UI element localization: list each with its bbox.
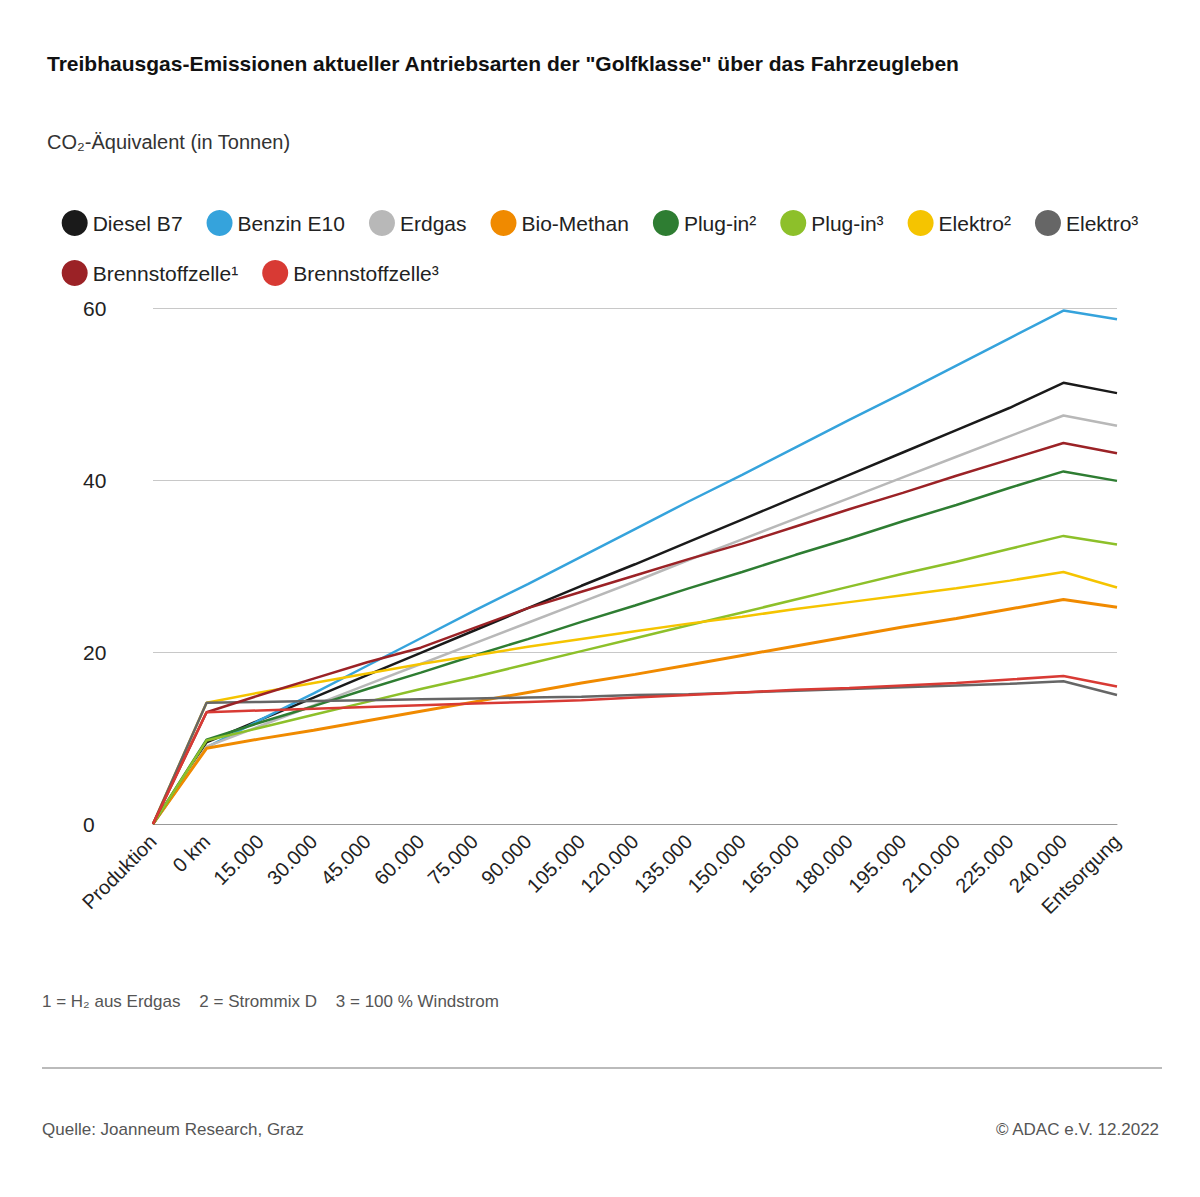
svg-text:90.000: 90.000: [476, 830, 536, 889]
svg-text:Entsorgung: Entsorgung: [1037, 830, 1125, 918]
svg-text:Benzin E10: Benzin E10: [238, 212, 345, 235]
svg-text:150.000: 150.000: [683, 830, 750, 897]
svg-text:Brennstoffzelle³: Brennstoffzelle³: [293, 262, 439, 285]
svg-text:Plug-in²: Plug-in²: [684, 212, 756, 235]
svg-text:Brennstoffzelle¹: Brennstoffzelle¹: [93, 262, 239, 285]
svg-text:Produktion: Produktion: [78, 830, 161, 913]
svg-text:60: 60: [83, 297, 106, 320]
svg-text:20: 20: [83, 641, 106, 664]
svg-text:225.000: 225.000: [951, 830, 1018, 897]
svg-text:1 = H₂ aus Erdgas 2 = Strom: 1 = H₂ aus Erdgas 2 = Strommix D 3 = 100…: [42, 992, 499, 1011]
svg-text:195.000: 195.000: [844, 830, 911, 897]
svg-text:Bio-Methan: Bio-Methan: [522, 212, 629, 235]
svg-text:CO₂-Äquivalent (in Tonnen): CO₂-Äquivalent (in Tonnen): [47, 131, 290, 153]
svg-text:210.000: 210.000: [897, 830, 964, 897]
svg-text:60.000: 60.000: [370, 830, 429, 889]
svg-text:0: 0: [83, 813, 95, 836]
svg-text:Treibhausgas-Emissionen aktuel: Treibhausgas-Emissionen aktueller Antrie…: [47, 52, 959, 75]
svg-text:40: 40: [83, 469, 106, 492]
svg-text:15.000: 15.000: [209, 830, 268, 889]
svg-text:Erdgas: Erdgas: [400, 212, 467, 235]
svg-text:240.000: 240.000: [1004, 830, 1072, 897]
svg-text:45.000: 45.000: [316, 830, 375, 889]
svg-text:135.000: 135.000: [630, 830, 697, 897]
svg-text:Elektro³: Elektro³: [1066, 212, 1138, 235]
svg-text:180.000: 180.000: [790, 830, 857, 897]
svg-text:105.000: 105.000: [523, 830, 590, 897]
svg-text:30.000: 30.000: [263, 830, 322, 889]
svg-text:120.000: 120.000: [576, 830, 643, 897]
svg-text:Quelle: Joanneum Research, Gra: Quelle: Joanneum Research, Graz: [42, 1120, 304, 1139]
svg-text:0 km: 0 km: [168, 830, 214, 876]
svg-text:© ADAC e.V. 12.2022: © ADAC e.V. 12.2022: [996, 1120, 1159, 1139]
svg-text:Elektro²: Elektro²: [939, 212, 1011, 235]
svg-text:Plug-in³: Plug-in³: [811, 212, 883, 235]
svg-text:75.000: 75.000: [423, 830, 482, 889]
svg-text:Diesel B7: Diesel B7: [93, 212, 183, 235]
svg-text:165.000: 165.000: [737, 830, 804, 897]
